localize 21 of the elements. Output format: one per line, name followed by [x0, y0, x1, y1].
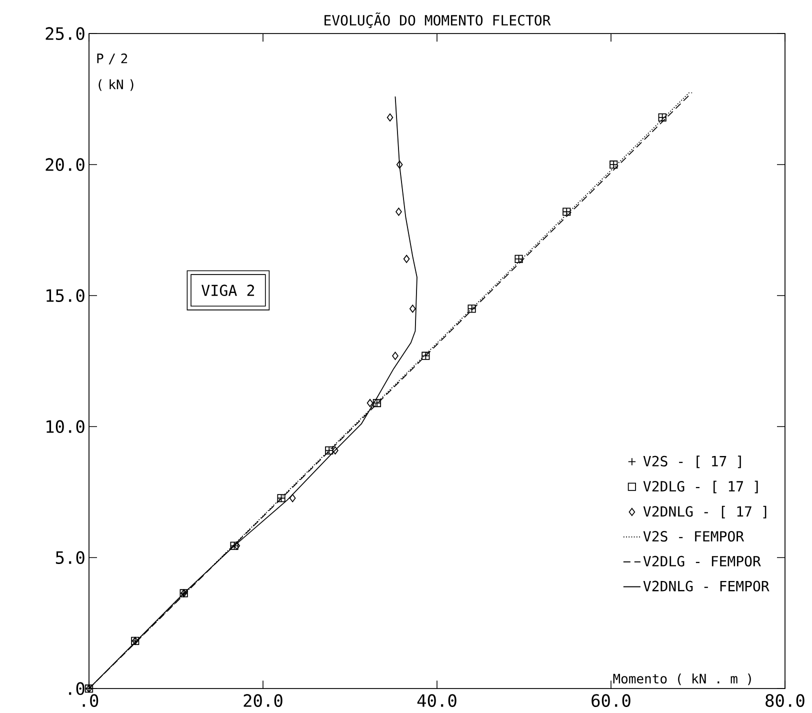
y-tick-label: 20.0 — [46, 158, 84, 172]
x-tick-label: 60.0 — [592, 694, 630, 707]
legend-label: V2S - [ 17 ] — [643, 456, 741, 468]
y-tick-label: 25.0 — [46, 27, 84, 40]
y-tick-label: .0 — [69, 682, 84, 696]
x-tick-label: 40.0 — [417, 694, 456, 707]
y-axis-title: P / 2 ( kN ) — [97, 54, 134, 91]
y-tick-label: 10.0 — [46, 420, 84, 434]
legend-label: V2S - FEMPOR — [643, 531, 744, 542]
legend-label: V2DLG - FEMPOR — [643, 556, 761, 567]
x-tick-label: .0 — [82, 694, 98, 707]
chart-title: EVOLUÇÃO DO MOMENTO FLECTOR — [324, 12, 551, 28]
y-tick-label: 15.0 — [46, 289, 84, 302]
annotation: VIGA 2 — [202, 284, 254, 296]
x-tick-label: 80.0 — [766, 694, 804, 707]
x-axis-title: Momento ( kN . m ) — [613, 673, 751, 686]
legend-label: V2DLG - [ 17 ] — [643, 480, 758, 494]
legend-label: V2DNLG - [ 17 ] — [643, 506, 766, 518]
x-tick-label: 20.0 — [244, 694, 282, 707]
y-tick-label: 5.0 — [56, 551, 84, 564]
legend-label: V2DNLG - FEMPOR — [643, 580, 770, 592]
